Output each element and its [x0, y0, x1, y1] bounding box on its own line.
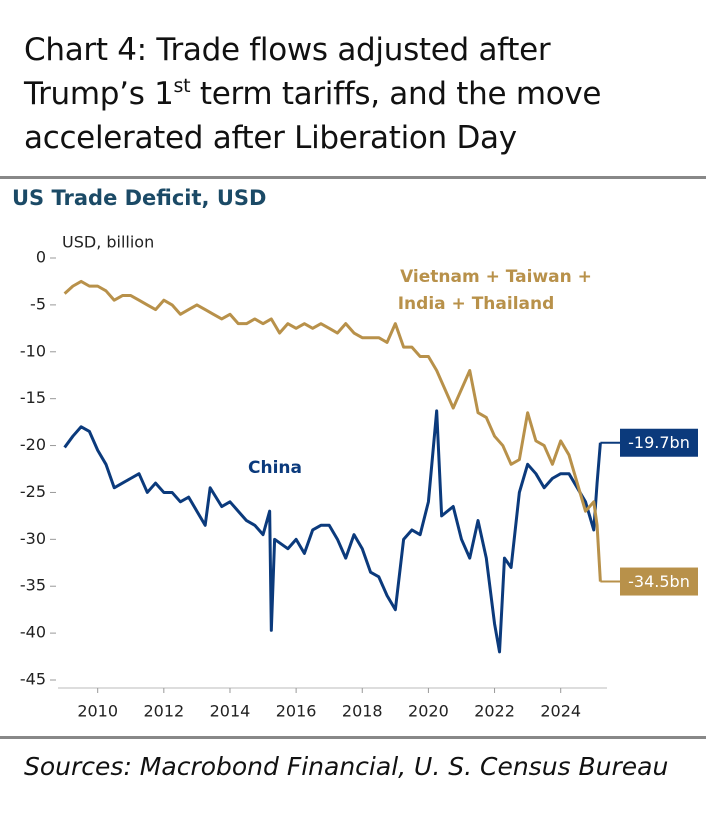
- divider: [0, 176, 706, 179]
- end-label-box: [620, 428, 698, 457]
- y-tick-label: -5: [30, 294, 46, 313]
- x-tick-label: 2020: [408, 702, 449, 721]
- y-tick-label: -20: [20, 435, 46, 454]
- y-tick-label: -35: [20, 576, 46, 595]
- line-series: [63, 279, 602, 582]
- y-tick-label: -30: [20, 529, 46, 548]
- source: Sources: Macrobond Financial, U. S. Cens…: [24, 752, 669, 781]
- y-tick-label: -10: [20, 341, 46, 360]
- divider: [0, 736, 706, 739]
- y-axis-label: USD, billion: [62, 233, 154, 252]
- title-line: Chart 4: Trade flows adjusted after: [24, 32, 551, 68]
- y-tick-label: 0: [36, 248, 46, 267]
- series-label: India + Thailand: [398, 294, 555, 314]
- x-tick-label: 2022: [474, 702, 515, 721]
- series-label: Vietnam + Taiwan +: [400, 267, 592, 287]
- title-line: term tariffs, and the move: [190, 76, 602, 112]
- y-tick-label: -25: [20, 482, 46, 501]
- y-tick-label: -45: [20, 670, 46, 689]
- y-tick-label: -15: [20, 388, 46, 407]
- chart-title: Chart 4: Trade flows adjusted after Trump…: [24, 28, 704, 160]
- title-line: accelerated after Liberation Day: [24, 120, 517, 156]
- x-tick-label: 2014: [210, 702, 251, 721]
- end-label-box: [620, 567, 698, 596]
- subtitle: US Trade Deficit, USD: [12, 186, 267, 210]
- line-series: [63, 409, 602, 654]
- title-line: Trump’s 1: [24, 76, 174, 112]
- x-tick-label: 2018: [342, 702, 383, 721]
- x-tick-label: 2012: [143, 702, 184, 721]
- x-tick-label: 2016: [276, 702, 317, 721]
- series-label: China: [248, 458, 302, 478]
- end-label: -34.5bn: [628, 572, 690, 591]
- end-label: -19.7bn: [628, 433, 690, 452]
- x-tick-label: 2024: [540, 702, 581, 721]
- y-tick-label: -40: [20, 623, 46, 642]
- title-superscript: st: [173, 75, 191, 97]
- x-tick-label: 2010: [77, 702, 118, 721]
